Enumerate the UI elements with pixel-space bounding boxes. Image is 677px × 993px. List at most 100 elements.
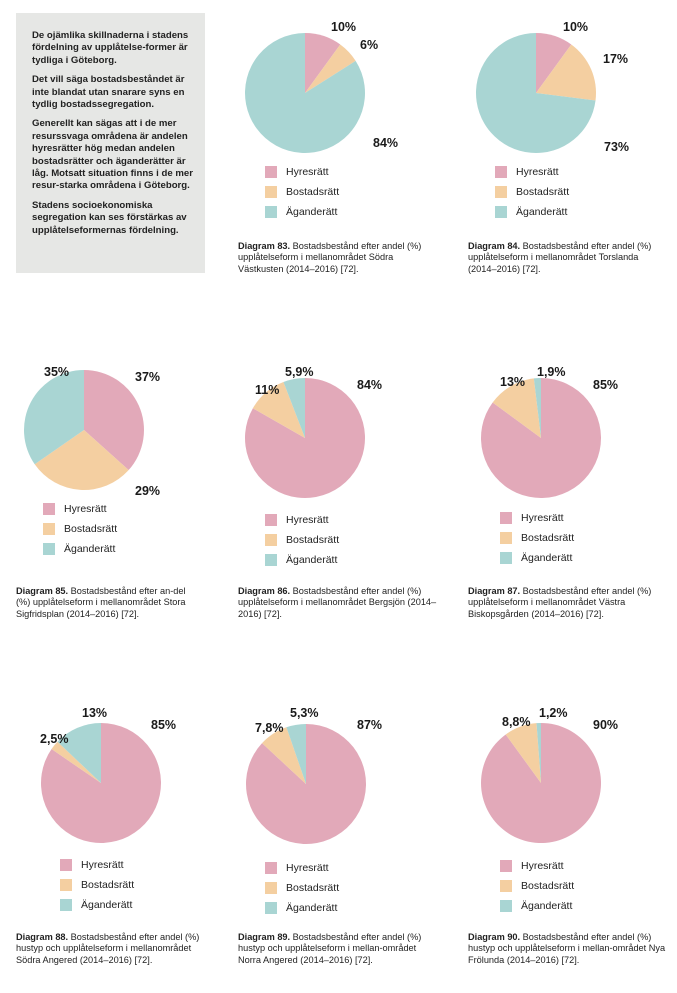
legend-swatch — [500, 512, 512, 524]
info-paragraph-2: Det vill säga bostadsbeståndet är inte b… — [32, 74, 185, 111]
pie-slice-hyresratt — [480, 378, 602, 498]
legend-label: Äganderätt — [516, 206, 568, 218]
chart-caption-text: Bostadsbestånd efter andel (%) hustyp oc… — [16, 932, 200, 965]
legend-label: Äganderätt — [521, 552, 573, 564]
legend-label: Bostadsrätt — [521, 532, 575, 544]
legend-swatch — [500, 860, 512, 872]
pie-label-hyresratt: 10% — [331, 20, 357, 34]
legend-item-hyresratt: Hyresrätt — [500, 856, 574, 876]
pie-label-bostadsratt: 11% — [255, 383, 280, 397]
chart-caption: Diagram 86. Bostadsbestånd efter andel (… — [238, 586, 438, 620]
info-paragraph-3: Generellt kan sägas att i de mer resurss… — [32, 118, 193, 192]
legend: Hyresrätt Bostadsrätt Äganderätt — [60, 855, 134, 915]
legend-swatch — [265, 186, 277, 198]
legend-item-aganderatt: Äganderätt — [495, 202, 569, 222]
legend-swatch — [495, 186, 507, 198]
legend-swatch — [495, 166, 507, 178]
legend-swatch — [495, 206, 507, 218]
legend-label: Äganderätt — [81, 899, 133, 911]
legend-swatch — [500, 880, 512, 892]
legend-label: Hyresrätt — [64, 503, 107, 515]
pie-label-aganderatt: 1,9% — [537, 365, 566, 379]
legend-item-aganderatt: Äganderätt — [265, 550, 339, 570]
legend: Hyresrätt Bostadsrätt Äganderätt — [265, 858, 339, 918]
chart-caption-text: Bostadsbestånd efter andel (%) hustyp oc… — [468, 932, 666, 965]
pie-slice-bostadsratt — [305, 44, 356, 93]
legend-item-hyresratt: Hyresrätt — [43, 499, 117, 519]
chart-title: Diagram 83. — [238, 241, 291, 251]
legend-label: Bostadsrätt — [286, 186, 340, 198]
legend: Hyresrätt Bostadsrätt Äganderätt — [495, 162, 569, 222]
chart-caption-text: Bostadsbestånd efter andel (%) hustyp oc… — [238, 932, 422, 965]
chart-caption-text: Bostadsbestånd efter andel (%) upplåtels… — [238, 586, 437, 619]
chart-caption-text: Bostadsbestånd efter an-del (%) upplåtel… — [16, 586, 186, 619]
legend-label: Hyresrätt — [286, 166, 329, 178]
info-paragraph-1: De ojämlika skillnaderna i stadens förde… — [32, 30, 189, 66]
legend-label: Hyresrätt — [521, 512, 564, 524]
pie-label-bostadsratt: 2,5% — [40, 732, 69, 746]
legend-label: Äganderätt — [286, 902, 338, 914]
pie-slice-bostadsratt — [536, 44, 596, 101]
pie-label-hyresratt: 37% — [135, 370, 161, 384]
legend-label: Hyresrätt — [516, 166, 559, 178]
legend: Hyresrätt Bostadsrätt Äganderätt — [265, 162, 339, 222]
legend-label: Bostadsrätt — [81, 879, 135, 891]
legend-item-hyresratt: Hyresrätt — [60, 855, 134, 875]
legend-item-aganderatt: Äganderätt — [43, 539, 117, 559]
legend-swatch — [60, 859, 72, 871]
legend-swatch — [265, 206, 277, 218]
pie-slice-bostadsratt — [262, 727, 306, 784]
chart-caption: Diagram 88. Bostadsbestånd efter andel (… — [16, 932, 201, 966]
legend-swatch — [265, 554, 277, 566]
legend-item-aganderatt: Äganderätt — [500, 548, 574, 568]
pie-label-hyresratt: 87% — [357, 718, 383, 732]
legend-item-bostadsratt: Bostadsrätt — [500, 528, 574, 548]
legend-swatch — [265, 882, 277, 894]
pie-slice-bostadsratt — [34, 430, 129, 490]
chart-caption: Diagram 90. Bostadsbestånd efter andel (… — [468, 932, 668, 966]
chart-caption-text: Bostadsbestånd efter andel (%) upplåtels… — [468, 241, 652, 274]
legend-label: Äganderätt — [64, 543, 116, 555]
legend-label: Äganderätt — [286, 206, 338, 218]
pie-slice-aganderatt — [286, 724, 306, 784]
legend-label: Hyresrätt — [286, 514, 329, 526]
legend-item-aganderatt: Äganderätt — [500, 896, 574, 916]
chart-title: Diagram 88. — [16, 932, 69, 942]
legend-swatch — [43, 523, 55, 535]
legend-item-bostadsratt: Bostadsrätt — [60, 875, 134, 895]
chart-caption-text: Bostadsbestånd efter andel (%) upplåtels… — [238, 241, 422, 274]
legend-item-hyresratt: Hyresrätt — [495, 162, 569, 182]
legend-item-aganderatt: Äganderätt — [265, 898, 339, 918]
pie-label-hyresratt: 84% — [357, 378, 383, 392]
info-box: De ojämlika skillnaderna i stadens förde… — [16, 13, 205, 273]
pie-label-hyresratt: 85% — [593, 378, 619, 392]
legend-swatch — [265, 166, 277, 178]
pie-slice-bostadsratt — [51, 741, 101, 783]
legend: Hyresrätt Bostadsrätt Äganderätt — [265, 510, 339, 570]
pie-label-bostadsratt: 13% — [500, 375, 526, 389]
legend-swatch — [265, 902, 277, 914]
legend-swatch — [265, 534, 277, 546]
pie-slice-aganderatt — [24, 370, 85, 465]
legend-swatch — [265, 514, 277, 526]
legend-item-hyresratt: Hyresrätt — [265, 510, 339, 530]
legend-item-bostadsratt: Bostadsrätt — [500, 876, 574, 896]
legend-item-bostadsratt: Bostadsrätt — [495, 182, 569, 202]
pie-label-aganderatt: 35% — [44, 365, 70, 379]
chart-caption-text: Bostadsbestånd efter andel (%) upplåtels… — [468, 586, 652, 619]
pie-label-aganderatt: 73% — [604, 140, 630, 154]
chart-caption: Diagram 83. Bostadsbestånd efter andel (… — [238, 241, 438, 275]
pie-slice-hyresratt — [536, 33, 572, 93]
legend-label: Bostadsrätt — [286, 882, 340, 894]
legend-item-hyresratt: Hyresrätt — [500, 508, 574, 528]
legend-label: Hyresrätt — [286, 862, 329, 874]
chart-title: Diagram 85. — [16, 586, 69, 596]
legend-swatch — [500, 552, 512, 564]
pie-label-aganderatt: 1,2% — [539, 706, 568, 720]
pie-label-hyresratt: 10% — [563, 20, 589, 34]
legend-label: Bostadsrätt — [286, 534, 340, 546]
legend-swatch — [43, 543, 55, 555]
pie-label-bostadsratt: 6% — [360, 38, 379, 52]
legend-item-hyresratt: Hyresrätt — [265, 162, 339, 182]
pie-label-bostadsratt: 17% — [603, 52, 629, 66]
